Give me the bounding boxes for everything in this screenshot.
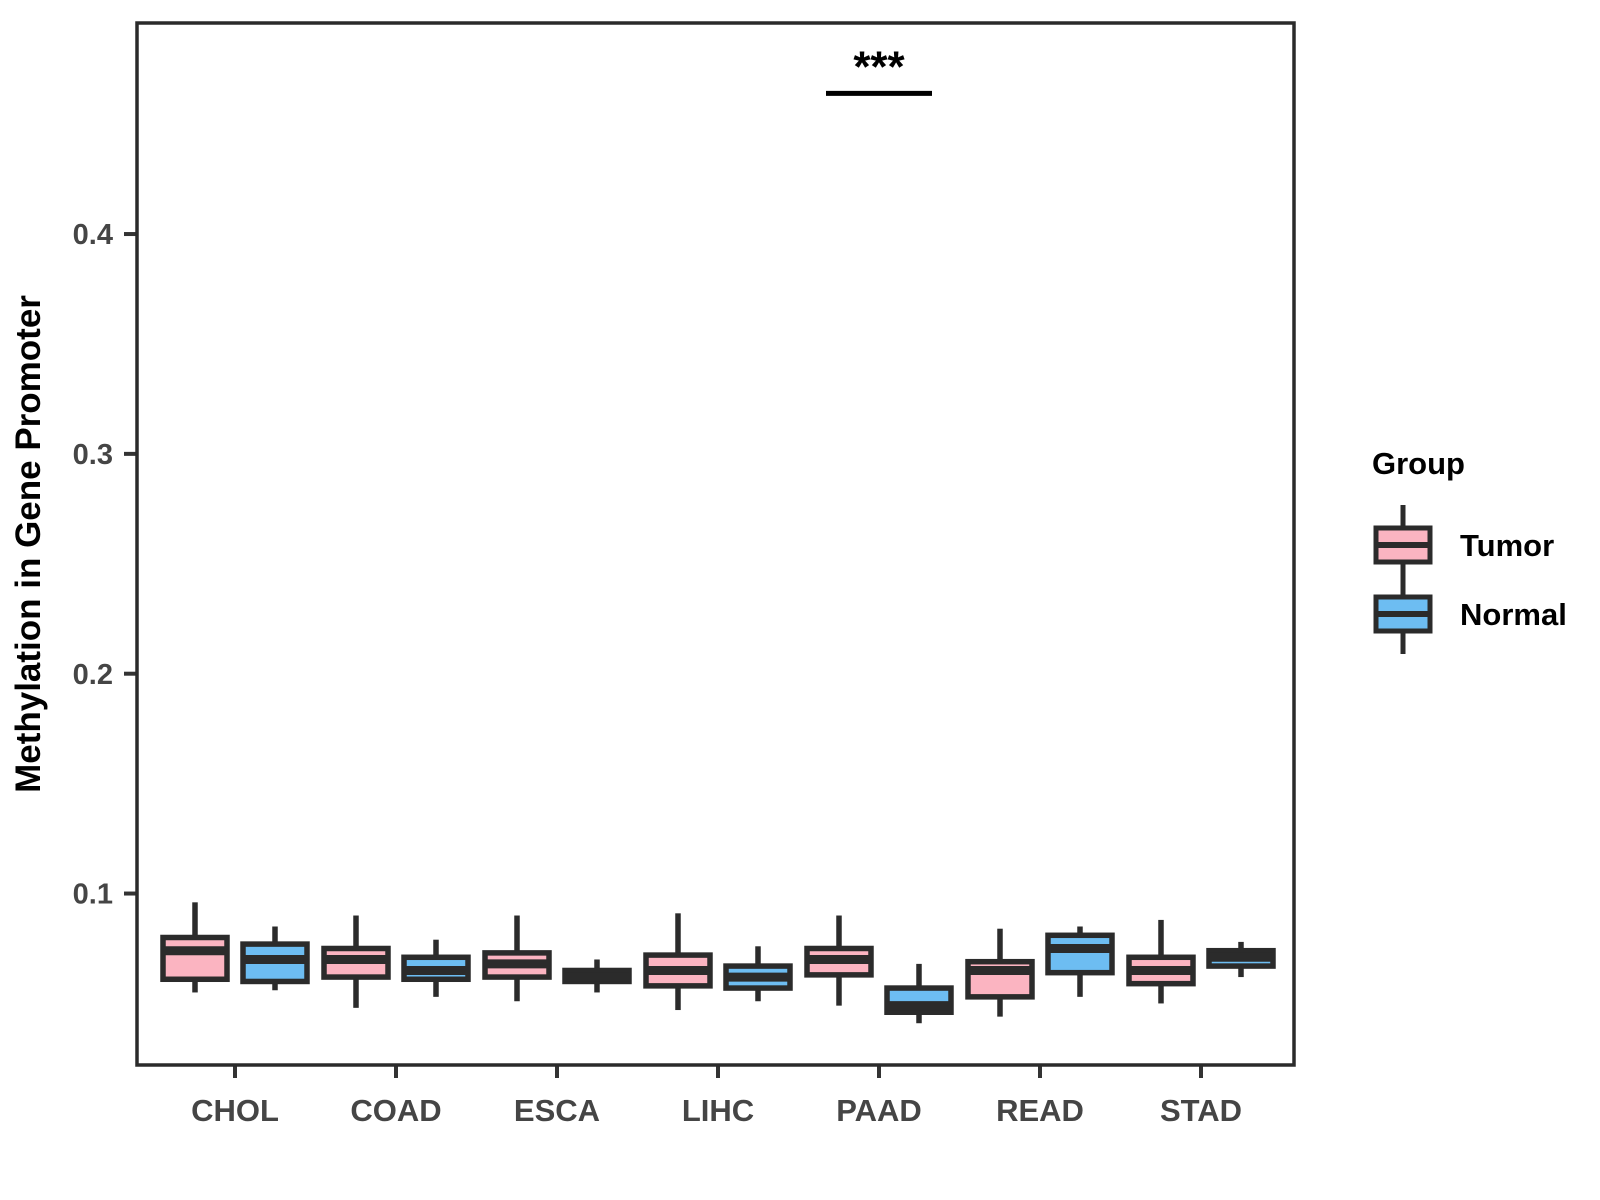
x-axis-label-ESCA: ESCA	[514, 1093, 600, 1128]
boxplot-tumor-STAD	[1126, 919, 1196, 1004]
boxplot-normal-LIHC	[723, 946, 793, 1002]
legend-title: Group	[1372, 446, 1465, 481]
iqr-box	[1045, 932, 1115, 976]
x-axis-label-STAD: STAD	[1160, 1093, 1242, 1128]
iqr-box	[160, 934, 230, 983]
boxplot-normal-READ	[1045, 926, 1115, 997]
boxplot-tumor-COAD	[321, 915, 391, 1008]
boxplot-normal-STAD	[1206, 941, 1276, 978]
boxplot-normal-COAD	[401, 939, 471, 997]
boxplot-normal-ESCA	[562, 959, 632, 993]
plot-panel	[137, 23, 1294, 1065]
y-axis-title: Methylation in Gene Promoter	[9, 295, 48, 793]
boxplot-tumor-PAAD	[804, 915, 874, 1006]
boxplot-tumor-LIHC	[643, 913, 713, 1011]
x-axis-label-COAD: COAD	[350, 1093, 441, 1128]
legend-entry-normal	[1373, 574, 1433, 654]
legend-label-normal: Normal	[1460, 597, 1567, 632]
x-axis-label-PAAD: PAAD	[836, 1093, 922, 1128]
boxplot-normal-PAAD	[884, 963, 954, 1024]
x-axis-label-LIHC: LIHC	[682, 1093, 754, 1128]
boxplot-tumor-READ	[965, 928, 1035, 1017]
y-axis-tick-label: 0.1	[73, 879, 113, 911]
legend-label-tumor: Tumor	[1460, 528, 1554, 563]
y-axis-tick-label: 0.3	[73, 439, 113, 471]
boxplot-tumor-CHOL	[160, 902, 230, 993]
panel-border	[135, 21, 1296, 1067]
y-axis-tick-label: 0.4	[73, 219, 113, 251]
significance-stars: ***	[853, 42, 905, 91]
x-axis-label-READ: READ	[996, 1093, 1084, 1128]
x-axis-label-CHOL: CHOL	[191, 1093, 279, 1128]
y-axis-tick-label: 0.2	[73, 659, 113, 691]
boxplot-tumor-ESCA	[482, 915, 552, 1002]
boxplot-normal-CHOL	[240, 926, 310, 991]
legend-entry-tumor	[1373, 505, 1433, 585]
